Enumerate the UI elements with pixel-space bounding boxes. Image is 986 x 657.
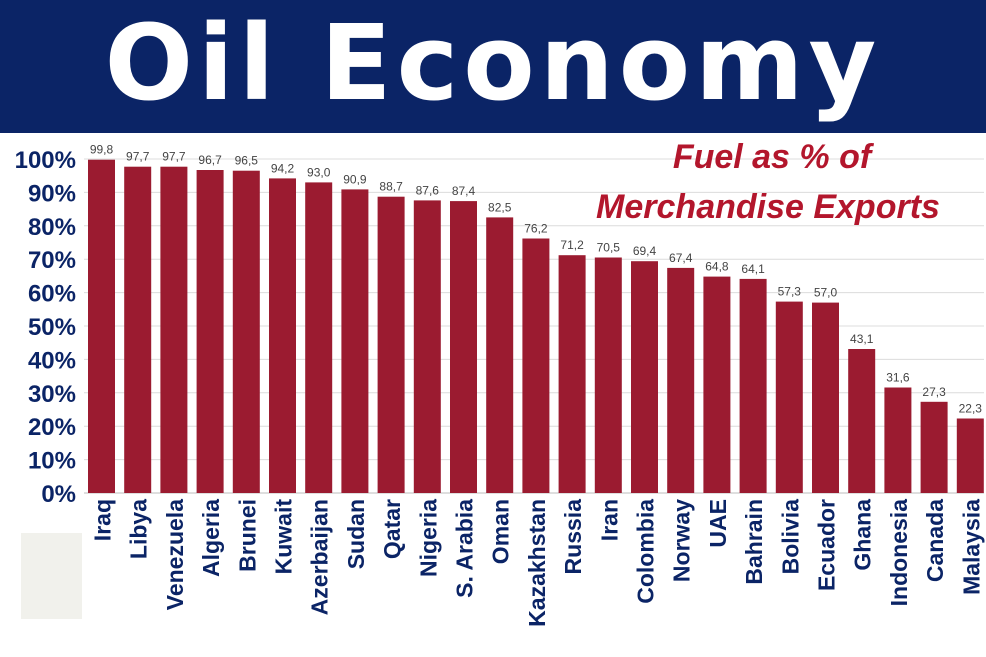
value-label: 43,1: [850, 332, 874, 346]
value-label: 71,2: [560, 238, 584, 252]
x-tick-label: Indonesia: [886, 499, 912, 607]
bar: [522, 238, 550, 493]
value-label: 64,1: [741, 262, 765, 276]
x-tick-label: Venezuela: [162, 499, 188, 610]
x-tick-label: Oman: [488, 499, 514, 564]
bar: [160, 166, 188, 493]
bars: [88, 159, 984, 493]
x-tick-label: Bahrain: [741, 499, 767, 585]
x-tick-label: Brunei: [234, 499, 260, 572]
x-axis-labels: Iraq Libya Venezuela Algeria Brunei Kuwait Aze…: [90, 499, 985, 627]
bar: [739, 278, 767, 493]
bar: [884, 387, 912, 493]
x-tick-label: Ecuador: [814, 499, 840, 591]
x-tick-label: Sudan: [343, 499, 369, 569]
bar: [450, 201, 477, 493]
bar: [377, 196, 405, 493]
x-tick-label: Ghana: [850, 499, 876, 571]
y-tick-label: 50%: [28, 314, 76, 341]
x-tick-label: Colombia: [633, 499, 659, 604]
y-axis: 0% 10% 20% 30% 40% 50% 60% 70% 80% 90% 100%: [15, 147, 76, 508]
bar: [269, 178, 296, 493]
value-labels: 99,8 97,7 97,7 96,7 96,5 94,2 93,0 90,9 88,7 87,6…: [90, 143, 982, 416]
y-tick-label: 0%: [41, 481, 76, 508]
value-label: 94,2: [271, 161, 295, 175]
y-tick-label: 20%: [28, 414, 76, 441]
x-tick-label: Kuwait: [271, 499, 297, 575]
bar: [341, 189, 369, 493]
value-label: 64,8: [705, 260, 729, 274]
value-label: 99,8: [90, 143, 114, 157]
value-label: 97,7: [162, 150, 186, 164]
value-label: 70,5: [597, 241, 621, 255]
bar: [413, 200, 441, 493]
value-label: 93,0: [307, 165, 331, 179]
bar: [88, 159, 115, 493]
x-tick-label: S. Arabia: [452, 499, 478, 598]
x-tick-label: Russia: [560, 499, 586, 575]
value-label: 22,3: [959, 402, 983, 416]
value-label: 90,9: [343, 172, 367, 186]
bar: [956, 418, 984, 493]
chart-subtitle: Merchandise Exports: [596, 188, 940, 226]
x-tick-label: Bolivia: [777, 499, 803, 575]
bar-chart: 0% 10% 20% 30% 40% 50% 60% 70% 80% 90% 100% 99,8 97…: [0, 133, 986, 657]
legend-placeholder-box: [21, 533, 82, 619]
bar: [124, 166, 152, 493]
bar: [594, 257, 622, 493]
x-tick-label: Malaysia: [958, 499, 984, 595]
x-tick-label: Algeria: [198, 499, 224, 577]
y-tick-label: 90%: [28, 180, 76, 207]
bar: [920, 401, 948, 493]
value-label: 97,7: [126, 150, 150, 164]
x-tick-label: Nigeria: [415, 499, 441, 577]
x-tick-label: Iraq: [90, 499, 116, 541]
value-label: 57,3: [778, 285, 802, 299]
bar: [486, 217, 514, 493]
y-tick-label: 60%: [28, 281, 76, 308]
value-label: 96,5: [235, 154, 259, 168]
value-label: 69,4: [633, 244, 657, 258]
value-label: 82,5: [488, 200, 512, 214]
value-label: 76,2: [524, 222, 548, 236]
x-tick-label: Norway: [669, 499, 695, 582]
bar: [232, 170, 260, 493]
value-label: 88,7: [379, 180, 403, 194]
x-tick-label: Azerbaijan: [307, 499, 333, 615]
y-tick-label: 100%: [15, 147, 76, 174]
bar: [848, 349, 876, 493]
page-title: Oil Economy: [104, 2, 882, 124]
bar: [812, 302, 839, 493]
bar: [196, 170, 224, 493]
value-label: 96,7: [198, 153, 222, 167]
value-label: 57,0: [814, 286, 838, 300]
bar: [667, 267, 695, 493]
value-label: 87,6: [416, 183, 440, 197]
chart-title: Fuel as % of: [672, 138, 872, 176]
x-tick-label: Kazakhstan: [524, 499, 550, 627]
bar: [305, 182, 333, 493]
value-label: 87,4: [452, 184, 476, 198]
y-tick-label: 70%: [28, 247, 76, 274]
x-tick-label: Libya: [126, 499, 152, 559]
value-label: 67,4: [669, 251, 693, 265]
x-tick-label: Canada: [922, 499, 948, 582]
y-tick-label: 80%: [28, 214, 76, 241]
header-banner: Oil Economy: [0, 0, 986, 133]
bar: [775, 301, 803, 493]
y-tick-label: 30%: [28, 381, 76, 408]
bar: [558, 255, 586, 493]
bar: [631, 261, 658, 493]
bar: [703, 276, 731, 493]
value-label: 27,3: [922, 385, 946, 399]
value-label: 31,6: [886, 371, 910, 385]
x-tick-label: UAE: [705, 499, 731, 548]
x-tick-label: Qatar: [379, 499, 405, 559]
x-tick-label: Iran: [596, 499, 622, 541]
y-tick-label: 10%: [28, 448, 76, 475]
y-tick-label: 40%: [28, 347, 76, 374]
